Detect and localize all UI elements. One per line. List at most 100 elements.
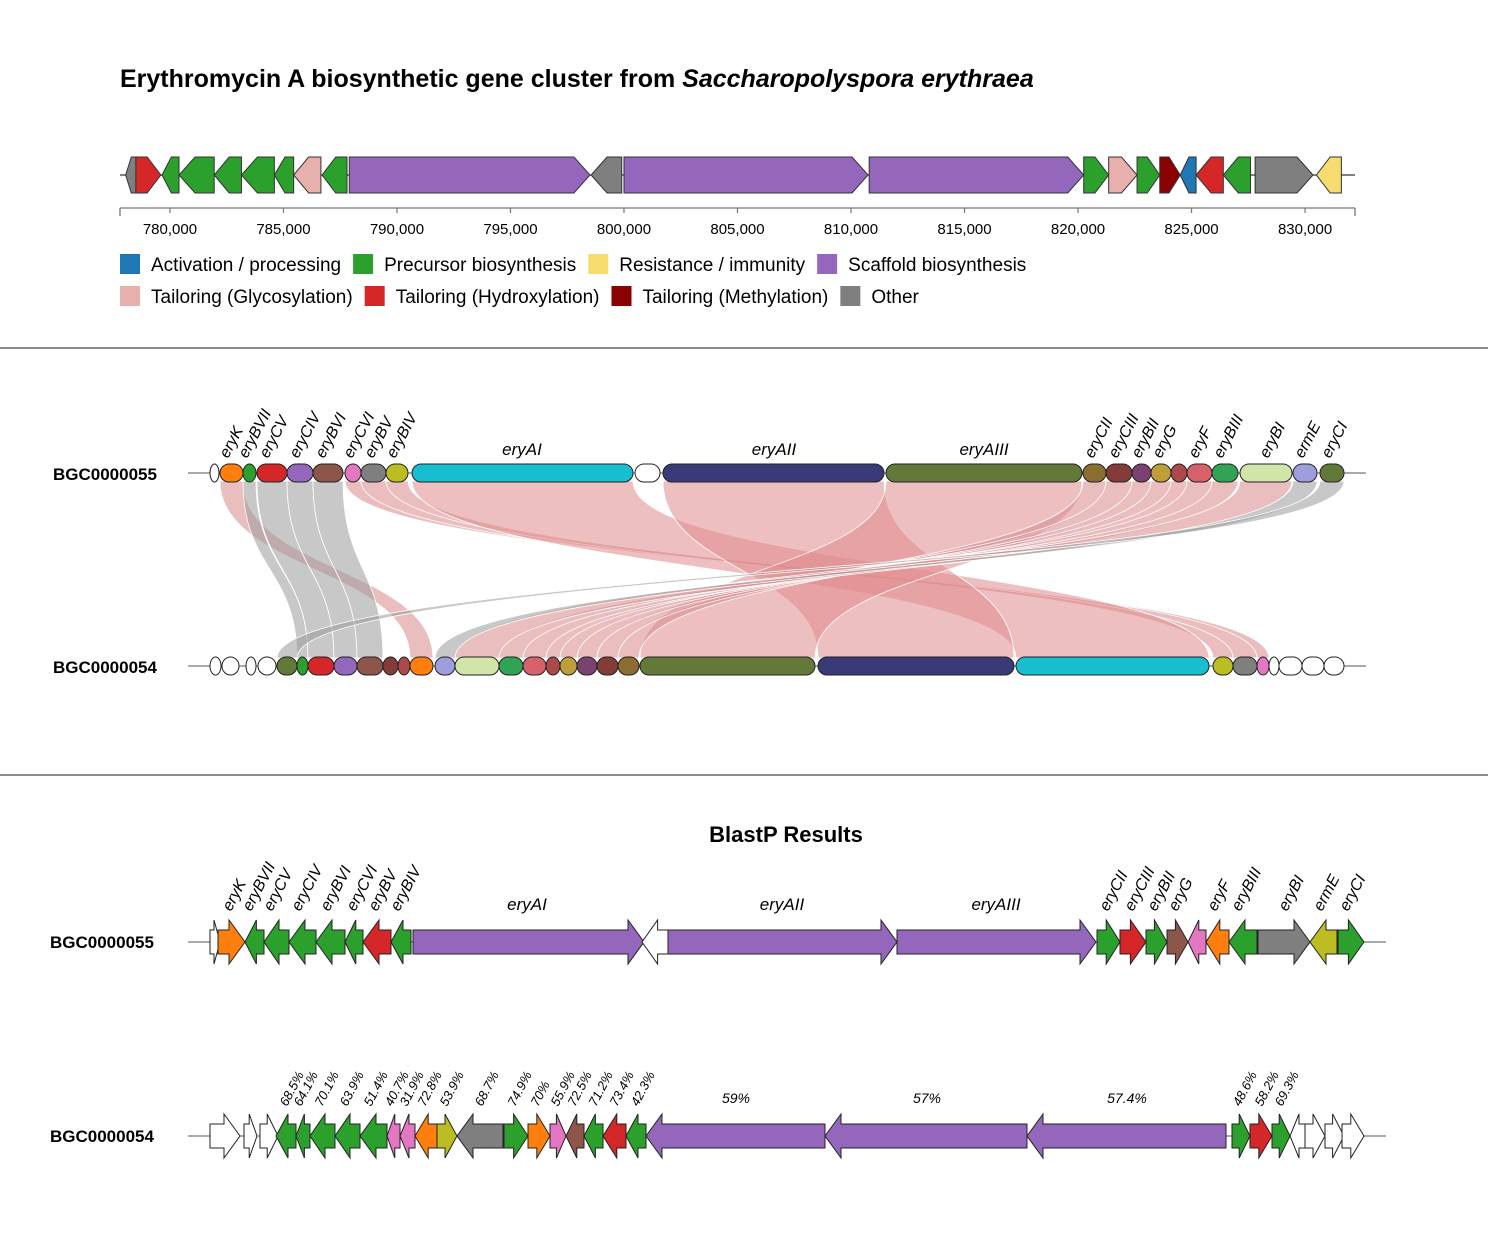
blast-gene (1324, 1113, 1345, 1159)
blast-gene (243, 1113, 258, 1159)
cluster-gene (1136, 156, 1161, 194)
track-gene (1239, 463, 1293, 483)
blast-gene (641, 918, 669, 966)
blast-gene (362, 918, 392, 966)
blast-track-bottom: BGC0000054 68.5%64.1%70.1%63.9%51.4%40.7… (50, 1069, 1386, 1160)
blast-gene (275, 1113, 297, 1159)
track-gene (245, 656, 257, 676)
blast-gene (244, 919, 265, 965)
blast-gene (645, 1112, 826, 1160)
blast-gene (386, 1113, 401, 1159)
blast-gene (309, 1112, 336, 1160)
legend-label: Tailoring (Hydroxylation) (396, 287, 600, 308)
blast-gene (527, 1112, 551, 1160)
legend-swatch (120, 254, 140, 274)
track-gene (257, 656, 277, 676)
gene-label: eryCI (1319, 419, 1352, 461)
cluster-gene (1222, 156, 1252, 194)
track-gene (1170, 463, 1188, 483)
track-name-bottom: BGC0000054 (53, 658, 158, 677)
track-gene (1150, 463, 1172, 483)
blast-gene (503, 1112, 529, 1160)
axis-tick-label: 815,000 (937, 221, 991, 238)
gene-label: 68.7% (471, 1069, 502, 1109)
blast-gene (1026, 1112, 1227, 1160)
gene-label: 57% (913, 1090, 941, 1106)
cluster-gene (321, 156, 348, 194)
gene-label: eryAIII (959, 440, 1008, 459)
gene-label: eryBIII (1211, 412, 1248, 461)
track-gene (344, 463, 362, 483)
cluster-gene (1254, 156, 1314, 194)
track-gene (1131, 463, 1152, 483)
track-gene (1323, 656, 1345, 676)
track-name-top: BGC0000055 (53, 465, 157, 484)
blast-gene (549, 1113, 567, 1159)
track-gene (434, 656, 456, 676)
blast-gene (1257, 918, 1311, 966)
blast-track-name-bottom: BGC0000054 (50, 1127, 155, 1146)
track-gene (209, 463, 220, 483)
blast-gene (667, 918, 898, 966)
track-gene (312, 463, 344, 483)
axis-tick-label: 785,000 (256, 221, 310, 238)
cluster-gene (1195, 156, 1224, 194)
track-gene (219, 463, 244, 483)
synteny-ribbons (219, 480, 1345, 659)
track-gene (276, 656, 298, 676)
legend: Activation / processing Precursor biosynt… (120, 254, 1026, 308)
cluster-gene (348, 156, 591, 194)
title-prefix: Erythromycin A biosynthetic gene cluster… (120, 65, 682, 93)
gene-label: eryBIII (1229, 865, 1266, 914)
blast-gene (1271, 1113, 1291, 1159)
comparison-track-top: BGC0000055 eryKeryBVIIeryCVeryCIVeryBVIe… (53, 406, 1366, 484)
gene-label: eryF (1186, 424, 1217, 461)
figure-title: Erythromycin A biosynthetic gene cluster… (120, 65, 1034, 93)
blast-gene (565, 1113, 585, 1159)
track-gene (397, 656, 411, 676)
cluster-gene (125, 156, 137, 194)
track-gene (242, 463, 257, 483)
blast-gene (1205, 918, 1230, 966)
track-gene (454, 656, 500, 676)
blast-gene (1337, 918, 1365, 966)
gene-label: 59% (722, 1090, 750, 1106)
track-gene (209, 656, 222, 676)
track-gene (411, 463, 634, 483)
blast-gene (217, 918, 246, 966)
track-gene (576, 656, 598, 676)
synteny-link (276, 480, 1345, 659)
blast-gene (412, 918, 645, 966)
track-gene (385, 463, 409, 483)
legend-label: Resistance / immunity (619, 255, 805, 276)
blast-gene (1145, 918, 1168, 966)
blast-gene (295, 1113, 311, 1159)
track-gene (356, 656, 384, 676)
cluster-gene (293, 156, 322, 194)
cluster-gene (590, 156, 623, 194)
track-gene (1268, 656, 1280, 676)
track-gene (382, 656, 399, 676)
track-gene (1256, 656, 1270, 676)
gene-label: eryBI (1257, 419, 1290, 460)
cluster-gene (161, 156, 180, 194)
blast-gene (1341, 1112, 1365, 1160)
cluster-axis: 780,000 785,000 790,000 795,000 800,000 805,0… (119, 207, 1356, 238)
track-gene (256, 463, 288, 483)
track-gene (1319, 463, 1345, 483)
blast-gene (456, 1112, 504, 1160)
blast-gene (436, 1113, 458, 1159)
track-gene (333, 656, 358, 676)
track-gene (1186, 463, 1213, 483)
blast-gene (583, 1113, 604, 1159)
gene-label: 70% (527, 1078, 552, 1108)
cluster-gene (213, 156, 242, 194)
blast-gene (334, 1112, 361, 1160)
blast-gene (896, 918, 1097, 966)
track-gene (1278, 656, 1303, 676)
blast-gene (824, 1112, 1028, 1160)
blast-gene (209, 1112, 241, 1160)
axis-tick-label: 830,000 (1278, 221, 1332, 238)
blast-gene (1231, 1113, 1251, 1159)
blast-gene (414, 1112, 438, 1160)
